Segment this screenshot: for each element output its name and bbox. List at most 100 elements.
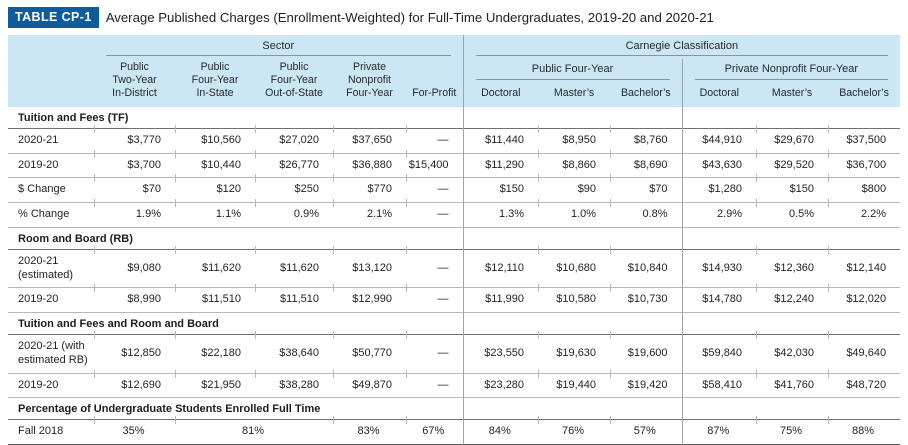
cell-value: —: [405, 198, 463, 228]
cell-value: $70: [93, 173, 175, 203]
cell-value: 57%: [609, 415, 682, 445]
cell-value: $14,930: [681, 249, 757, 288]
row-label: % Change: [18, 208, 70, 221]
section-header-row: Percentage of Undergraduate Students Enr…: [8, 397, 901, 420]
cell-value: —: [405, 330, 463, 374]
cell-value: 1.1%: [174, 198, 255, 228]
cell-value: —: [405, 283, 463, 313]
col-header-public-doctoral: Doctoral: [462, 81, 539, 107]
table-body: Tuition and Fees (TF) 2020-21 $3,770 $10,56…: [8, 106, 901, 445]
cell-value: $8,760: [609, 124, 682, 153]
cell-value: $37,650: [332, 124, 406, 153]
cell-value: 67%: [405, 415, 463, 445]
table-title: Average Published Charges (Enrollment-We…: [105, 10, 714, 25]
subgroup-label-public-four-year: Public Four-Year: [475, 60, 670, 81]
table-row: 2019-20 $12,690 $21,950 $38,280 $49,870— $23,…: [8, 369, 901, 398]
cell-value: 1.0%: [537, 198, 610, 228]
cell-value: $21,950: [174, 369, 255, 398]
cell-value: $19,440: [537, 369, 610, 398]
section-title-spacer: [681, 227, 901, 250]
col-header-public-four-year-in-state: Public Four-Year In-State: [175, 59, 255, 107]
sector-group-label: Sector: [106, 40, 451, 56]
col-header-private-masters: Master’s: [756, 81, 829, 107]
col-header-public-four-year-out-of-state: Public Four-Year Out-of-State: [255, 59, 333, 107]
table-row: 2020-21 (with estimated RB) $12,850 $22,18…: [8, 330, 901, 374]
sector-group-header: Sector: [94, 35, 464, 59]
cell-value: $150: [462, 177, 539, 203]
section-title: Percentage of Undergraduate Students Enr…: [18, 403, 321, 416]
section-title-spacer: [681, 397, 901, 420]
cell-value: $11,440: [462, 128, 539, 154]
cell-value: $10,730: [609, 283, 682, 313]
cell-value: 75%: [755, 415, 828, 445]
cell-value: $38,280: [254, 369, 333, 398]
cell-value: 0.8%: [609, 198, 682, 228]
cell-value: $49,640: [827, 330, 900, 374]
cell-value: $26,770: [254, 149, 333, 178]
cell-value: $10,440: [174, 149, 255, 178]
cell-value: $10,840: [609, 245, 682, 288]
cell-value: 76%: [537, 415, 610, 445]
cell-value: $10,560: [174, 124, 255, 153]
cell-value: $11,290: [462, 153, 539, 178]
table-row: % Change 1.9% 1.1% 0.9% 2.1% —1.3% 1.0% 0.8% 2.9…: [8, 198, 901, 228]
subgroup-header-public-four-year: Public Four-Year: [462, 59, 683, 82]
table-row: 2019-20 $3,700 $10,440 $26,770 $36,880 $15,40…: [8, 149, 901, 178]
row-label: 2020-21: [18, 133, 59, 146]
row-label: 2019-20: [18, 158, 59, 171]
cell-value: $15,400: [405, 149, 463, 178]
cell-value: $58,410: [681, 373, 757, 398]
cell-value: $36,700: [827, 149, 900, 178]
cell-value: 87%: [681, 419, 757, 445]
cell-value: 2.1%: [332, 198, 406, 228]
cell-value: $12,110: [462, 249, 539, 288]
cell-value: 0.5%: [755, 198, 828, 228]
subgroup-label-private-nonprofit-four-year: Private Nonprofit Four-Year: [694, 60, 889, 81]
carnegie-group-label: Carnegie Classification: [475, 40, 889, 56]
cell-value: $10,580: [537, 283, 610, 313]
cell-value: $14,780: [681, 287, 757, 313]
cell-value: $8,860: [537, 149, 610, 178]
cell-value: $22,180: [174, 330, 255, 374]
col-header-private-bachelors: Bachelor’s: [828, 81, 901, 107]
table-header: TABLE CP-1 Average Published Charges (En…: [8, 7, 900, 28]
section-title-spacer: [462, 312, 683, 335]
cell-value: $27,020: [254, 124, 333, 153]
cell-value: $11,510: [174, 283, 255, 313]
cell-value: 35%: [93, 415, 175, 445]
table-badge: TABLE CP-1: [8, 7, 99, 28]
col-header-private-nonprofit-four-year: Private Nonprofit Four-Year: [333, 59, 406, 107]
cell-value: $12,360: [755, 245, 828, 288]
col-header-for-profit: For-Profit: [406, 59, 464, 107]
cell-value: $59,840: [681, 334, 757, 374]
cell-value: $19,630: [537, 330, 610, 374]
section-title-spacer: [462, 397, 683, 420]
row-label: 2019-20: [18, 378, 59, 391]
cell-value: $19,420: [609, 369, 682, 398]
row-label: Fall 2018: [18, 425, 64, 438]
section-header-row: Room and Board (RB): [8, 227, 901, 250]
cell-value: $44,910: [681, 128, 757, 154]
table-row: 2020-21 $3,770 $10,560 $27,020 $37,650— $11,4…: [8, 124, 901, 154]
section-title: Tuition and Fees and Room and Board: [18, 318, 219, 331]
section-header-row: Tuition and Fees (TF): [8, 106, 901, 129]
section-title-spacer: [681, 312, 901, 335]
cell-value: $11,620: [174, 245, 255, 288]
cell-value: $9,080: [93, 245, 175, 288]
section-title-spacer: [681, 106, 901, 129]
cell-value: $37,500: [827, 124, 900, 153]
cell-value: $1,280: [681, 177, 757, 203]
carnegie-group-header: Carnegie Classification: [462, 35, 901, 59]
cell-value: 81%: [174, 415, 333, 445]
row-label: 2020-21 (estimated): [18, 254, 74, 281]
cell-value: $38,640: [254, 330, 333, 374]
cell-value: $250: [254, 173, 333, 203]
table-row: 2019-20 $8,990 $11,510 $11,510 $12,990— $11,9…: [8, 283, 901, 313]
cell-value: $12,140: [827, 245, 900, 288]
cell-value: $10,680: [537, 245, 610, 288]
cell-value: $23,280: [462, 373, 539, 398]
cell-value: $19,600: [609, 330, 682, 374]
cell-value: 83%: [332, 415, 406, 445]
cell-value: —: [405, 124, 463, 153]
cell-value: 1.3%: [462, 202, 539, 228]
